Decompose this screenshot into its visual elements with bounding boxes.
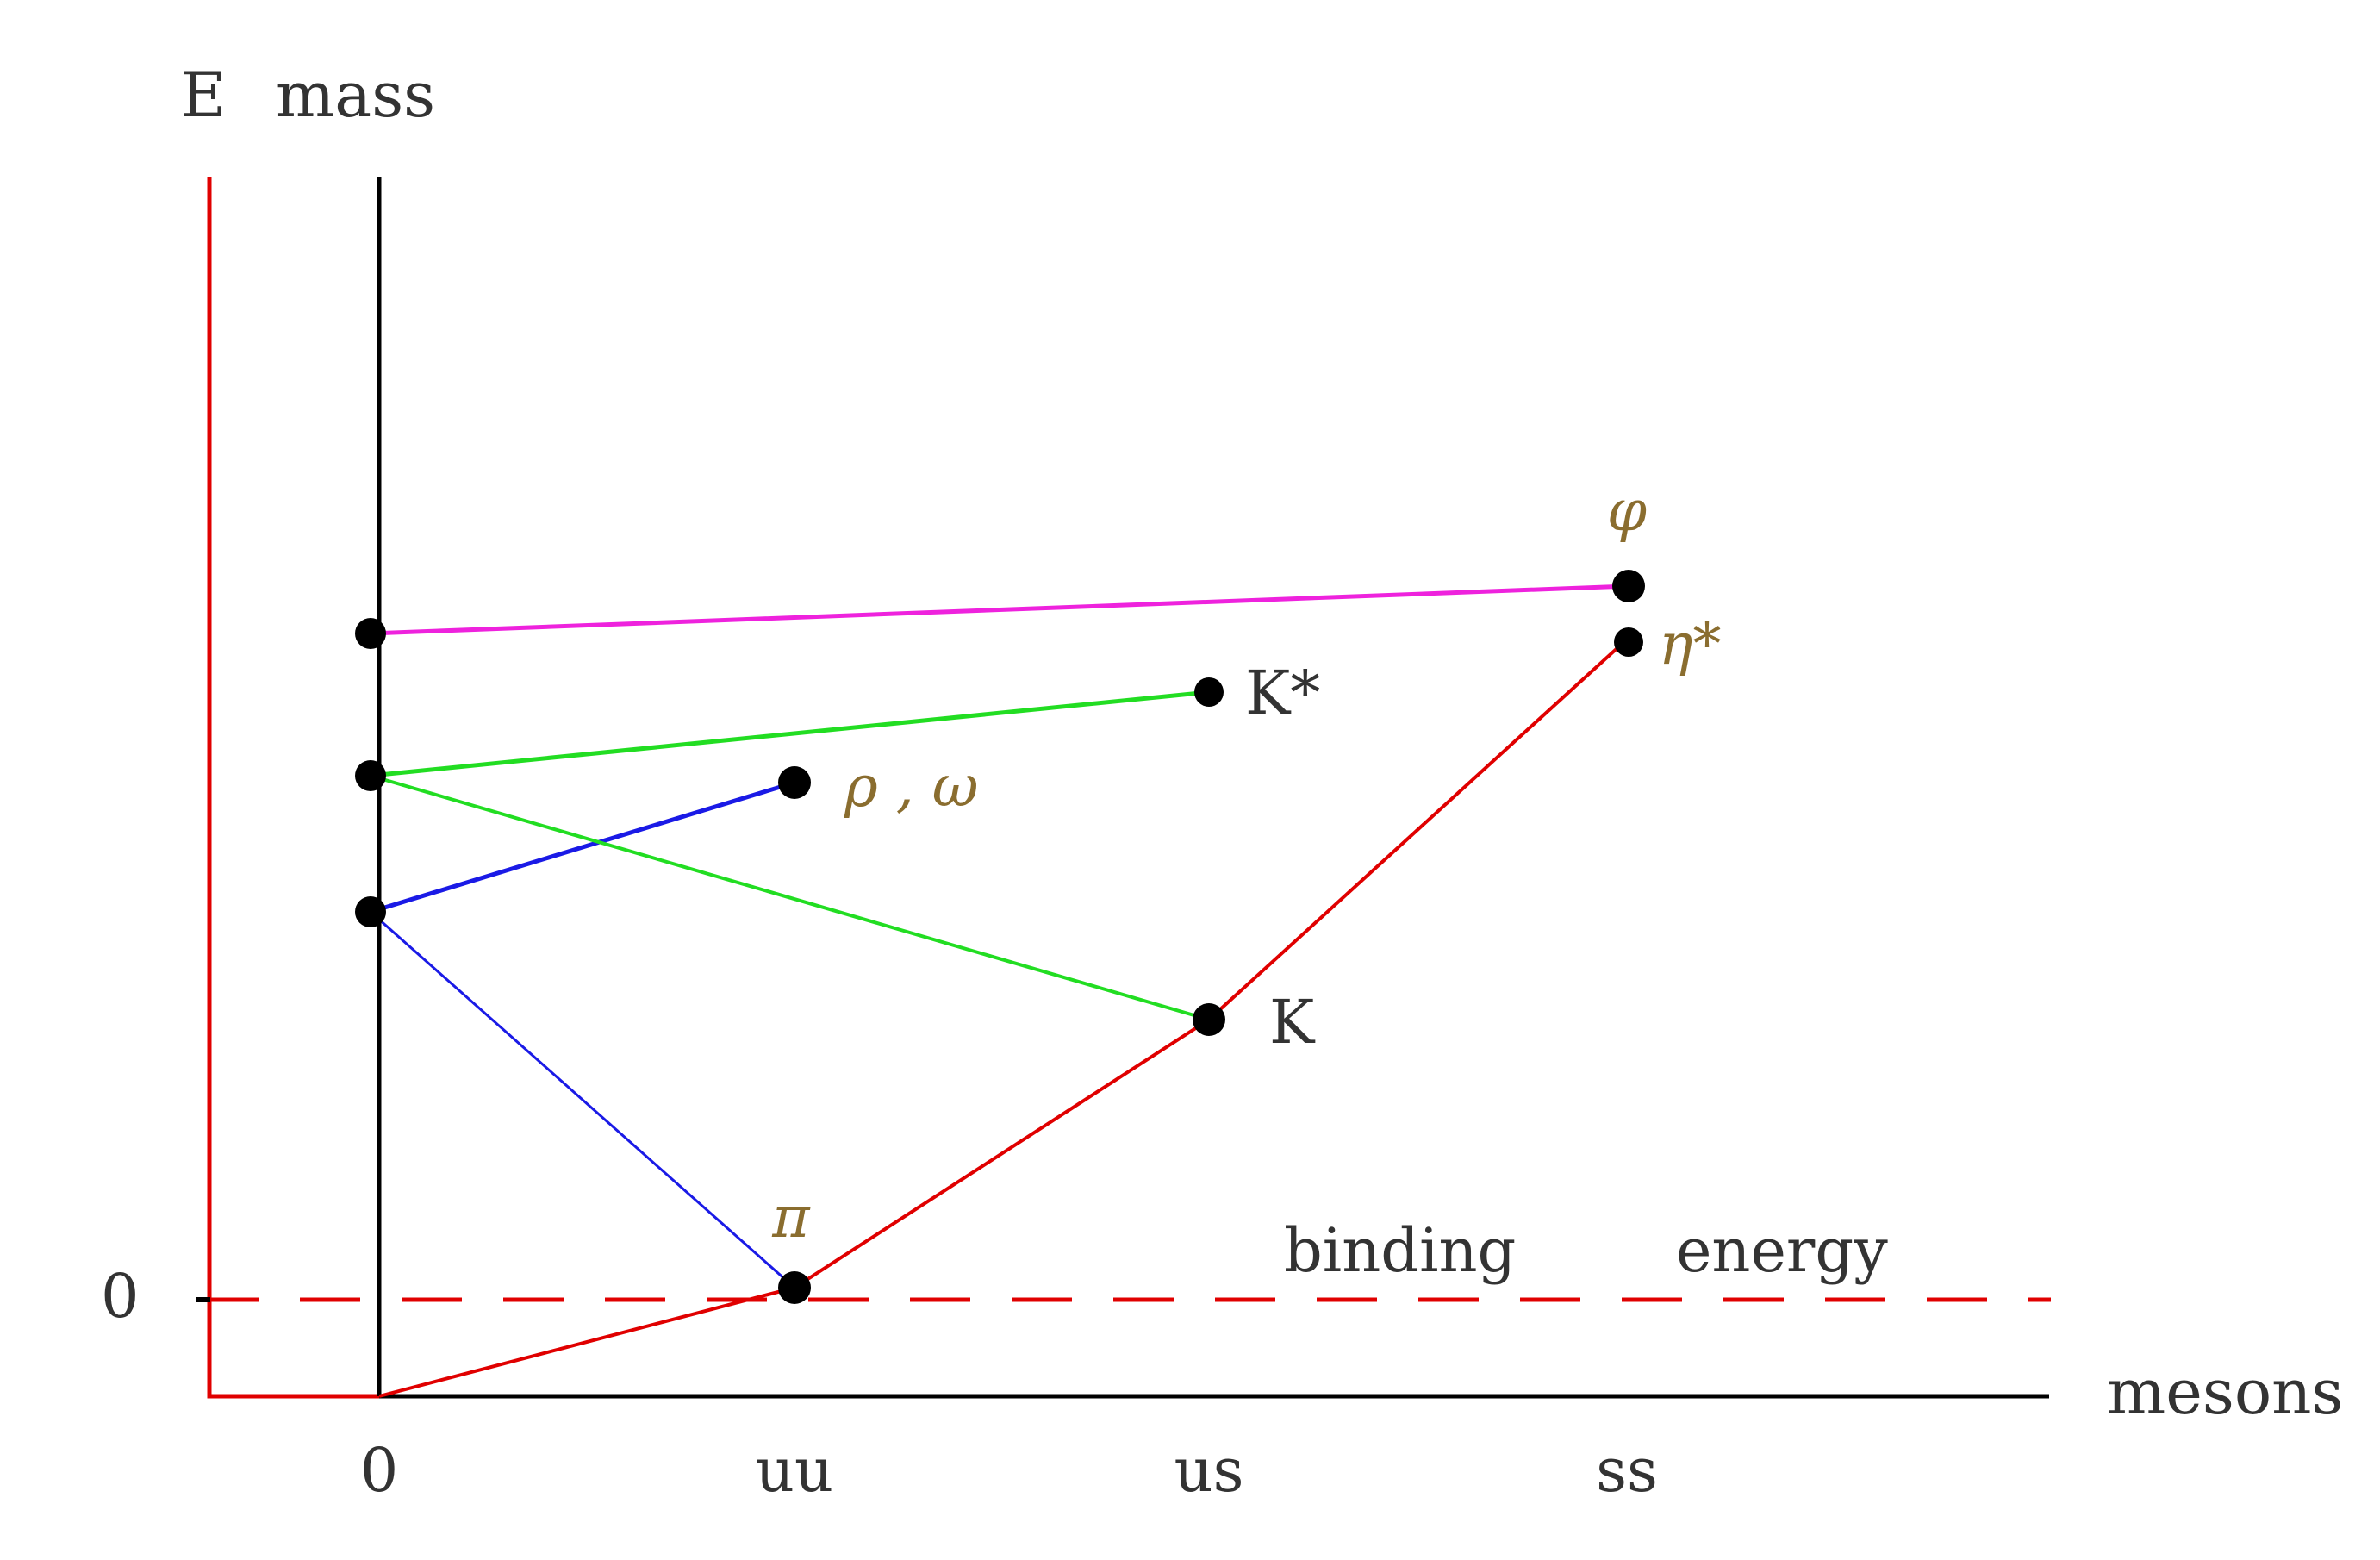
x-tick-ss: ss: [1596, 1435, 1658, 1506]
green-line-to-k: [370, 774, 1210, 1021]
label-rho-omega: ρ , ω: [844, 753, 979, 820]
binding-energy-curve: [378, 636, 1630, 1398]
x-tick-uu: uu: [756, 1435, 833, 1506]
x-tick-us: us: [1174, 1435, 1243, 1506]
blue-line-to-pi: [370, 910, 795, 1289]
point-k: [1193, 1003, 1225, 1036]
magenta-line-to-phi: [370, 583, 1629, 636]
zero-level-label: 0: [101, 1261, 140, 1332]
point-phi: [1612, 570, 1645, 602]
blue-line-to-rho-omega: [370, 780, 795, 914]
annotation-energy: energy: [1676, 1215, 1888, 1286]
red-energy-axis: [207, 177, 379, 1399]
green-line-to-k-star: [370, 690, 1210, 778]
label-k: K: [1269, 987, 1316, 1058]
mass-axis-point-blue: [355, 896, 386, 927]
y-axis-label-mass: mass: [276, 59, 435, 131]
label-eta-star: η*: [1659, 611, 1722, 677]
label-k-star: K*: [1245, 658, 1320, 728]
point-rho-omega: [778, 766, 811, 799]
label-phi: φ: [1607, 477, 1647, 544]
label-pi: π: [771, 1184, 811, 1251]
x-axis-label: mesons: [2107, 1356, 2344, 1428]
point-pi: [778, 1271, 811, 1304]
x-tick-0: 0: [360, 1435, 399, 1506]
point-k-star: [1194, 677, 1224, 707]
mass-axis-point-green: [355, 760, 386, 791]
annotation-binding: binding: [1284, 1215, 1516, 1286]
y-axis-label-e: E: [181, 59, 227, 131]
point-eta-star: [1614, 627, 1643, 657]
mass-axis-point-magenta: [355, 618, 386, 649]
